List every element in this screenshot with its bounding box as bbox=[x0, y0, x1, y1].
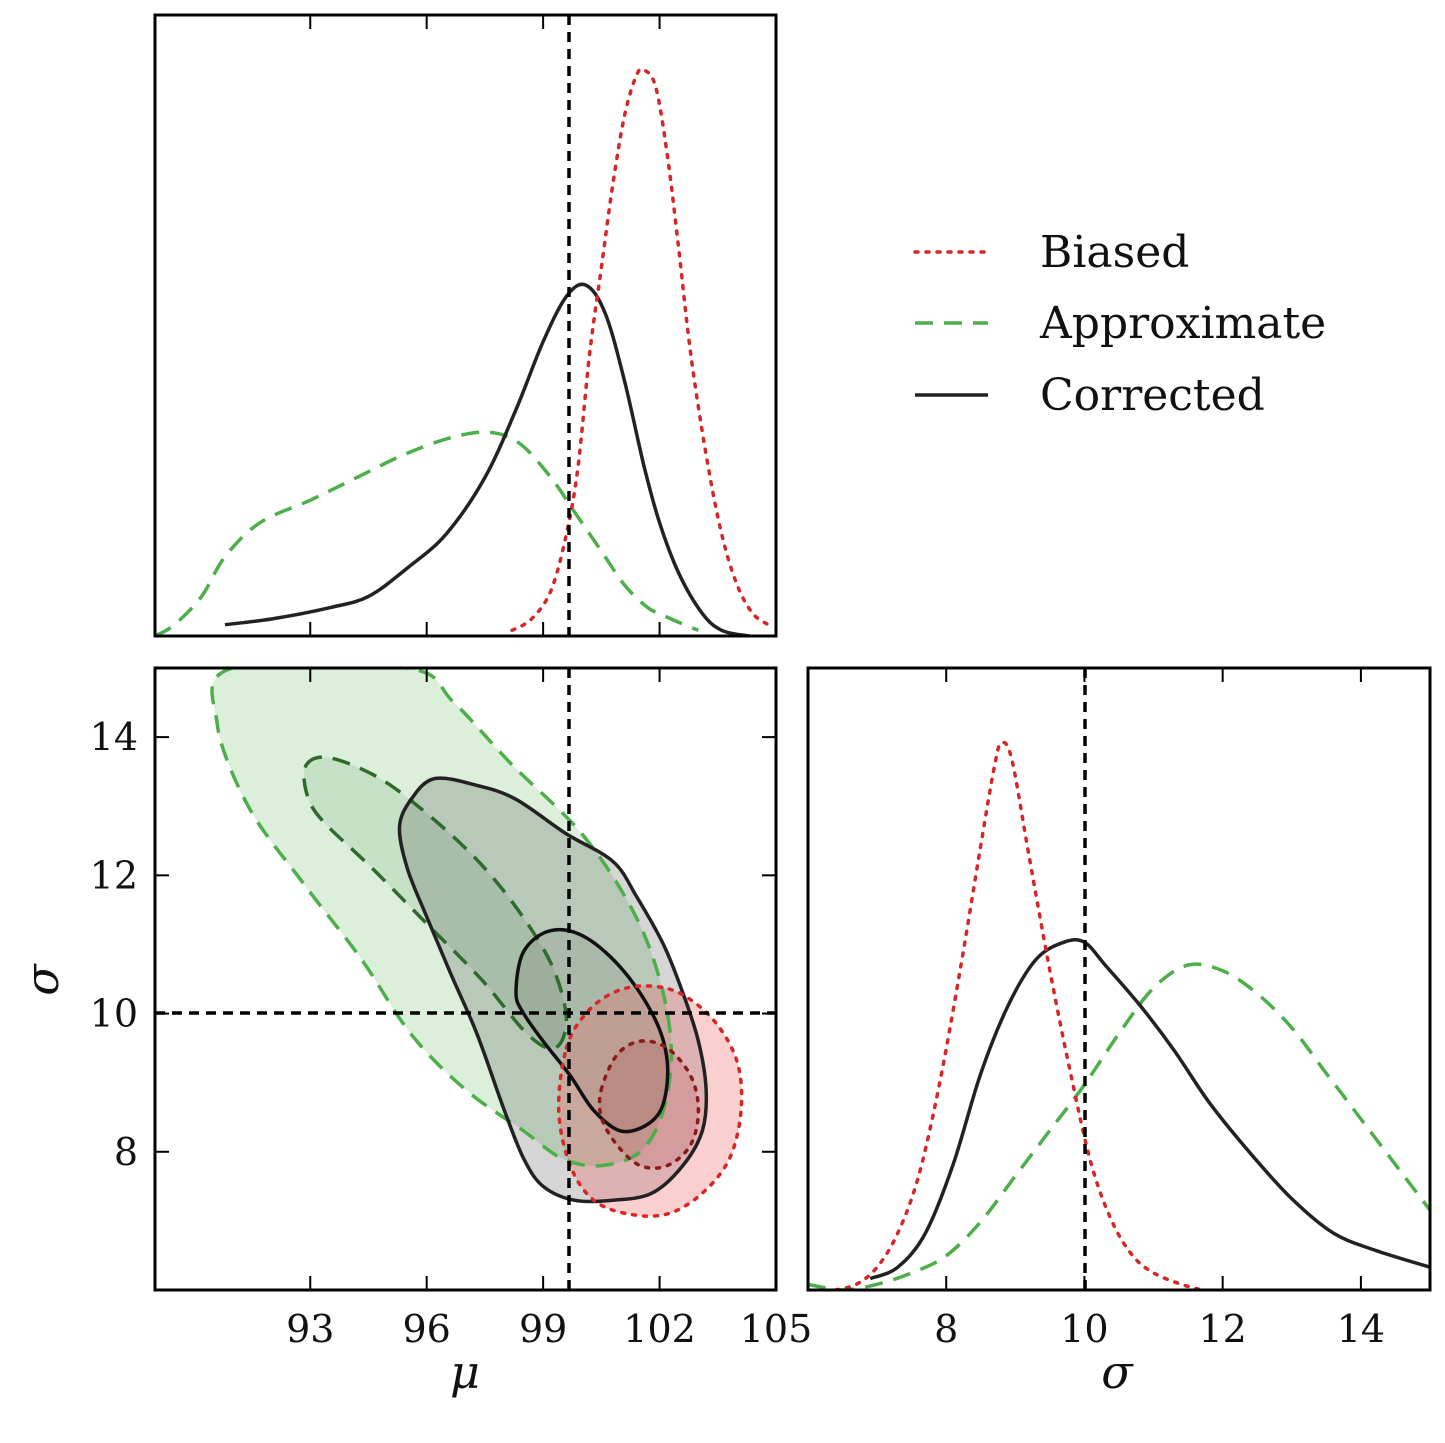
joint-contour-biased-inner bbox=[597, 1039, 701, 1170]
sigma-y-tick-label: 12 bbox=[90, 853, 138, 897]
sigma-y-tick-label: 14 bbox=[90, 715, 138, 759]
joint-contour-corrected-inner bbox=[514, 927, 670, 1134]
sigma-marginal-curve-corrected bbox=[869, 938, 1430, 1281]
mu-marginal-curve-approximate bbox=[155, 430, 700, 636]
sigma-marginal-panel: 8 10 12 14 bbox=[806, 666, 1432, 1351]
mu-tick-label: 93 bbox=[286, 1307, 334, 1351]
mu-tick-label: 96 bbox=[403, 1307, 451, 1351]
mu-tick-label: 102 bbox=[623, 1307, 696, 1351]
mu-tick-label: 99 bbox=[519, 1307, 567, 1351]
joint-contour-fill-approximate-inner bbox=[303, 757, 567, 1049]
sigma-y-axis-label: σ bbox=[15, 963, 69, 996]
joint-contour-corrected-outer bbox=[397, 776, 709, 1204]
joint-contour-fill-corrected-outer bbox=[399, 778, 707, 1202]
joint-panel: 93 96 99 102 105 8 10 12 14 bbox=[90, 666, 813, 1351]
sigma-marginal-curve-biased bbox=[833, 740, 1204, 1290]
joint-contour-fill-biased-inner bbox=[599, 1040, 699, 1169]
mu-marginal-curve-corrected bbox=[224, 282, 750, 636]
sigma-x-tick-label: 8 bbox=[934, 1307, 958, 1351]
legend-label-biased: Biased bbox=[1040, 227, 1189, 278]
sigma-y-tick-label: 8 bbox=[114, 1130, 138, 1174]
sigma-x-tick-label: 12 bbox=[1198, 1307, 1246, 1351]
mu-marginal-curve-biased bbox=[510, 67, 770, 633]
legend-label-corrected: Corrected bbox=[1040, 370, 1265, 421]
mu-marginal-panel bbox=[153, 13, 778, 638]
joint-contour-fill-approximate-outer bbox=[211, 668, 672, 1166]
joint-contour-biased-outer bbox=[556, 984, 744, 1218]
mu-tick-label: 105 bbox=[740, 1307, 813, 1351]
mu-axis-label: μ bbox=[450, 1345, 480, 1399]
sigma-x-tick-label: 10 bbox=[1060, 1307, 1108, 1351]
legend: Biased Approximate Corrected bbox=[913, 227, 1326, 421]
legend-label-approximate: Approximate bbox=[1039, 298, 1326, 349]
sigma-x-tick-label: 14 bbox=[1337, 1307, 1385, 1351]
sigma-marginal-curve-approximate bbox=[808, 962, 1430, 1290]
joint-contour-fill-biased-outer bbox=[558, 985, 742, 1217]
sigma-axis-label: σ bbox=[1101, 1345, 1134, 1399]
sigma-y-tick-label: 10 bbox=[90, 992, 138, 1036]
